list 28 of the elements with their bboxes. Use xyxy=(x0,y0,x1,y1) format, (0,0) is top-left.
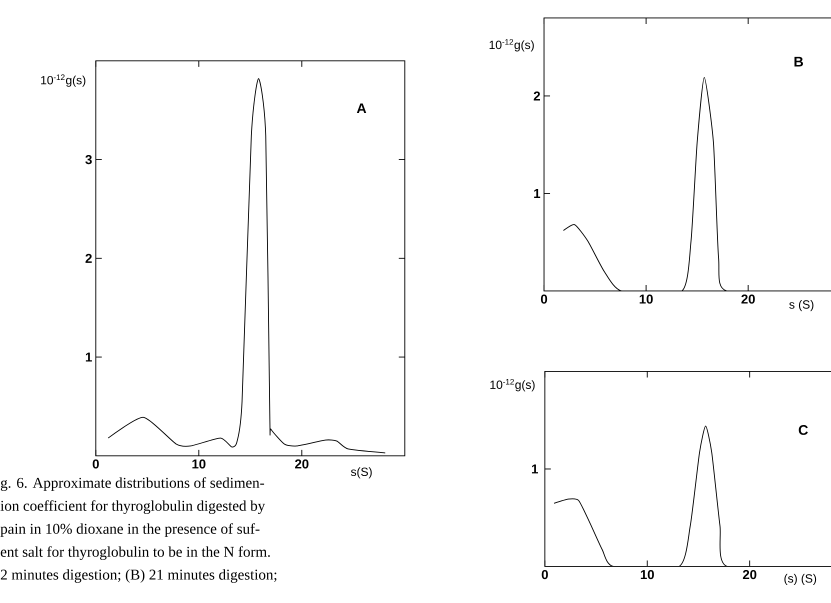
x-axis-title: s (S) xyxy=(789,300,814,312)
x-tick-label: 0 xyxy=(542,570,548,580)
x-tick-label: 0 xyxy=(92,459,99,469)
x-axis-title: s(S) xyxy=(350,467,372,478)
y-axis-title: 10$^{-12}$g(s) xyxy=(490,39,534,52)
x-tick-label: 10 xyxy=(192,459,206,469)
annotation: B xyxy=(794,56,803,66)
x-tick-label: 20 xyxy=(295,459,308,469)
annotation: C xyxy=(798,425,808,435)
x-tick-label: 20 xyxy=(741,294,755,304)
x-axis-title: (s) (S) xyxy=(784,574,816,586)
x-tick-label: 10 xyxy=(640,294,653,304)
x-tick-label: 10 xyxy=(640,570,654,580)
text: g. 6. Approximate distributions of sedimen- xyxy=(0,477,264,491)
y-tick-label: 1 xyxy=(86,352,92,362)
text: ent salt for thyroglobulin to be in the N form. xyxy=(0,546,270,560)
text: 2 minutes digestion; (B) 21 minutes digestion; xyxy=(0,569,276,583)
x-tick-label: 20 xyxy=(742,570,756,580)
y-tick-label: 2 xyxy=(86,254,92,263)
y-tick-label: 2 xyxy=(534,91,540,101)
annotation: A xyxy=(356,103,366,114)
y-axis-title: 10$^{-12}$g(s) xyxy=(41,74,86,87)
x-tick-label: 0 xyxy=(540,294,548,304)
y-tick-label: 3 xyxy=(85,155,92,164)
line-series xyxy=(108,78,386,454)
text: ion coefficient for thyroglobulin digested by xyxy=(0,500,266,514)
y-axis-title: 10$^{-12}$g(s) xyxy=(490,378,535,392)
text: pain in 10% dioxane in the presence of suf- xyxy=(0,523,260,537)
